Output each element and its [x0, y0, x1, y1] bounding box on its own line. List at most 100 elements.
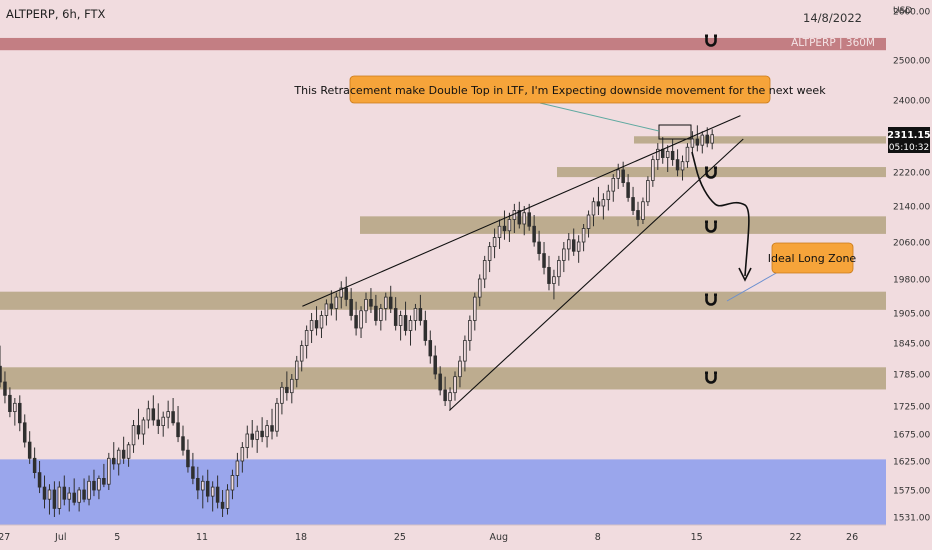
candle: [290, 374, 294, 404]
candle-body: [477, 278, 482, 298]
candle-body: [131, 425, 136, 446]
candle-body: [646, 180, 650, 203]
candle: [428, 330, 433, 364]
candle-body: [695, 138, 700, 146]
candle-body: [423, 320, 428, 341]
candle: [294, 355, 299, 388]
candle-body: [334, 296, 339, 309]
candle-body: [463, 340, 467, 362]
candle: [636, 201, 640, 227]
candle-body: [37, 472, 42, 488]
candle: [680, 155, 685, 181]
candle-body: [13, 402, 17, 413]
time-tick-label: Jul: [54, 532, 66, 543]
candle: [364, 292, 368, 323]
price-tick-label: 1531.00: [893, 514, 930, 524]
candle: [448, 387, 452, 411]
candle: [67, 487, 72, 512]
candle-body: [571, 239, 576, 252]
candle-body: [651, 159, 655, 181]
price-tick-label: 1625.00: [893, 458, 930, 468]
candle: [62, 475, 67, 506]
candle: [334, 292, 339, 321]
candle: [374, 294, 378, 326]
candle: [601, 193, 606, 220]
price-box-price: 2311.15: [887, 130, 930, 141]
price-axis-bg: [886, 0, 932, 525]
candle-body: [215, 486, 220, 503]
candle: [161, 411, 165, 437]
candle: [191, 452, 195, 485]
candle-body: [22, 422, 27, 443]
candle-body: [542, 253, 546, 268]
projection-arrow-head: [738, 267, 752, 282]
candle-body: [270, 425, 274, 432]
time-axis[interactable]: 27 Jul 5 11 18 25 Aug 8 15 22 26: [0, 532, 858, 543]
candle-body: [151, 408, 156, 421]
candle: [532, 215, 536, 247]
candle: [611, 174, 616, 202]
candle: [265, 420, 269, 448]
candle: [567, 233, 571, 261]
candle-body: [156, 419, 161, 426]
candle: [646, 176, 650, 206]
candle-body: [235, 460, 240, 476]
candle: [230, 469, 235, 500]
candle: [280, 382, 284, 415]
candle-body: [675, 159, 680, 171]
top-band-label: ALTPERP | 360M: [791, 37, 875, 49]
candle: [576, 235, 581, 263]
candle-body: [102, 477, 106, 485]
candle: [344, 276, 348, 307]
candle-body: [487, 246, 492, 261]
candle: [591, 197, 596, 227]
time-tick-label: 22: [790, 532, 802, 543]
candle: [695, 125, 700, 152]
candle: [77, 487, 81, 512]
candle: [626, 174, 630, 202]
magnet-icon: [705, 166, 717, 179]
candle-body: [547, 267, 551, 284]
price-axis[interactable]: 2600.00 2500.00 2400.00 2220.00 2140.00 2060.…: [893, 8, 930, 524]
candle: [18, 395, 22, 432]
candle-body: [364, 298, 368, 312]
trendline-wedge-upper: [302, 115, 741, 307]
candle: [354, 301, 358, 336]
candle-body: [354, 315, 358, 329]
candle: [92, 469, 96, 497]
time-tick-label: 26: [846, 532, 858, 543]
candle-body: [339, 287, 344, 298]
candle-body: [616, 169, 620, 179]
candle: [240, 442, 245, 473]
candle: [473, 292, 477, 331]
candle-body: [710, 134, 714, 144]
magnet-icon: [705, 293, 717, 306]
candle: [339, 281, 344, 309]
candle-body: [458, 360, 462, 378]
candle: [116, 447, 121, 476]
candle-body: [240, 447, 245, 462]
candle-body: [294, 360, 299, 380]
price-tick-label: 1845.00: [893, 340, 930, 350]
candle-body: [690, 138, 695, 148]
candle-body: [567, 239, 571, 250]
candle-body: [448, 392, 452, 402]
candle-body: [369, 298, 373, 307]
candle: [507, 212, 512, 242]
candle: [176, 406, 180, 443]
candle: [205, 469, 210, 503]
candle-body: [27, 441, 32, 459]
candle: [547, 255, 551, 291]
candle: [285, 371, 289, 401]
candle: [527, 203, 531, 231]
candle: [710, 129, 714, 150]
candle: [121, 436, 126, 464]
candle: [384, 292, 388, 321]
candle-body: [626, 182, 630, 198]
candle: [52, 481, 57, 517]
candle-body: [329, 303, 334, 309]
candle-body: [552, 276, 556, 284]
candle: [22, 414, 27, 448]
candle: [171, 398, 175, 426]
